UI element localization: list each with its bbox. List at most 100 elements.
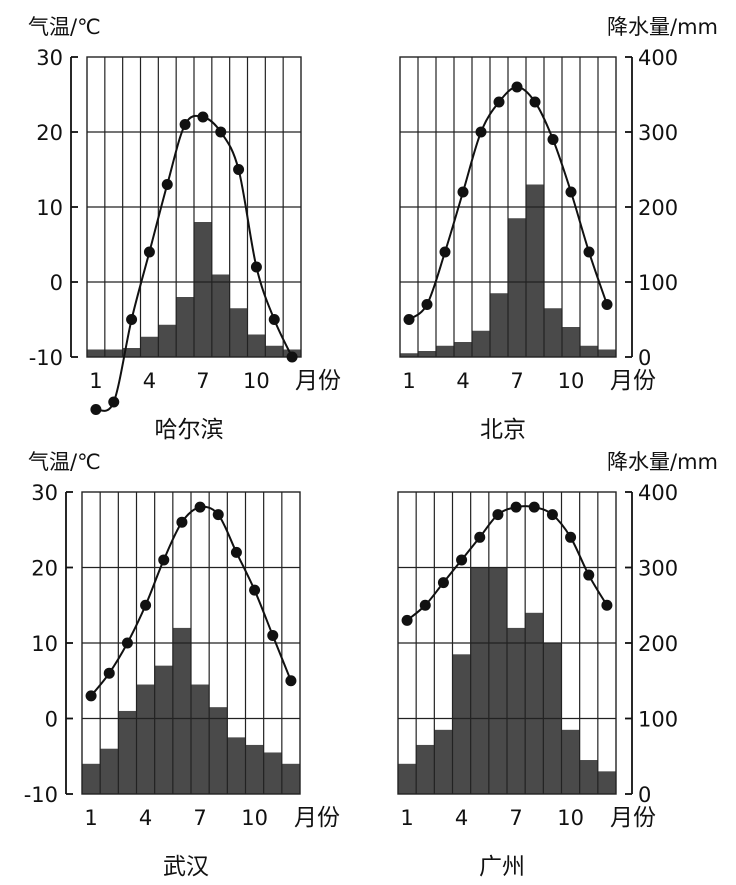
temperature-point-month-11 [583,569,595,581]
precip-bar-month-10 [561,729,580,794]
precip-bar-month-4 [454,342,472,357]
chart-title: 哈尔滨 [155,417,224,443]
temperature-series [401,501,613,626]
month-axis-label: 月份 [610,805,656,831]
grid [82,492,300,794]
month-tick-label: 10 [241,806,268,830]
temperature-point-month-10 [250,261,262,273]
temperature-point-month-7 [510,501,522,513]
month-tick-label: 7 [193,806,206,830]
precip-tick-label: 300 [638,121,678,145]
temperature-point-month-1 [85,690,97,702]
month-tick-label: 10 [558,369,585,393]
precip-tick-label: 400 [638,46,678,70]
temp-tick-label: 20 [31,557,58,581]
temp-tick-label: 10 [36,196,63,220]
precip-tick-label: 200 [638,196,678,220]
precip-bar-month-12 [281,763,300,794]
temperature-point-month-3 [439,246,451,258]
precip-bar-month-5 [470,567,489,794]
precip-bars [82,627,300,794]
precip-bar-month-10 [562,327,580,357]
month-axis: 1 4 7 10 月份 [89,368,341,394]
temperature-point-month-11 [267,629,279,641]
precip-bars [398,567,616,794]
chart-title: 北京 [480,417,526,443]
precip-tick-label: 0 [638,783,651,807]
temperature-point-month-8 [528,501,540,513]
temp-tick-label: 30 [36,46,63,70]
temperature-point-month-5 [158,554,170,566]
temp-tick-label: 0 [50,271,63,295]
precip-bar-month-10 [245,744,264,794]
precip-bar-month-3 [436,345,454,357]
precip-bar-month-7 [508,218,526,357]
precip-bar-month-2 [104,349,123,357]
precip-bar-month-5 [154,665,173,794]
temp-axis: 30 20 10 0 -10 气温/℃ [28,15,101,370]
precip-bar-month-4 [136,684,155,794]
month-tick-label: 4 [139,806,152,830]
precip-bar-month-6 [490,293,508,357]
plot-frame [81,491,301,795]
precip-bar-month-7 [194,222,212,357]
month-tick-label: 1 [402,369,415,393]
precip-bar-month-11 [580,345,598,357]
precip-bar-month-12 [597,771,616,794]
temp-tick-label: 10 [31,632,58,656]
temperature-point-month-8 [215,126,227,138]
temperature-point-month-4 [140,599,152,611]
precip-axis: 400 300 200 100 0 降水量/mm [607,450,718,807]
month-axis-label: 月份 [610,368,656,394]
precip-bar-month-11 [265,345,284,357]
precip-bar-month-8 [526,184,544,357]
precip-bar-month-2 [418,351,436,357]
temperature-series [403,81,613,325]
precip-bar-month-6 [172,627,191,794]
month-tick-label: 7 [510,369,523,393]
temperature-point-month-6 [492,509,504,521]
temperature-point-month-10 [565,186,577,198]
precip-tick-label: 200 [638,632,678,656]
temperature-point-month-10 [565,531,577,543]
precip-tick-label: 300 [638,557,678,581]
precip-bar-month-6 [176,297,194,357]
plot-frame [399,56,617,358]
month-tick-label: 1 [89,369,102,393]
temperature-point-month-8 [529,96,541,108]
temp-axis-label: 气温/℃ [28,15,101,39]
month-tick-label: 10 [243,369,270,393]
precip-bar-month-5 [158,324,177,357]
precip-bar-month-4 [452,654,471,794]
precip-bar-month-2 [100,748,119,794]
precip-bar-month-4 [140,336,159,357]
temperature-point-month-8 [212,509,224,521]
month-tick-label: 7 [196,369,209,393]
plot-frame [86,56,302,358]
precip-bars [87,222,301,357]
chart-title: 武汉 [163,854,209,880]
precip-bar-month-10 [247,334,266,357]
precip-bar-month-7 [191,684,210,794]
temperature-point-month-3 [126,314,138,325]
month-axis: 1 4 7 10 月份 [402,368,656,394]
grid [87,57,301,357]
temperature-point-month-4 [143,246,155,258]
precip-bar-month-1 [400,353,418,357]
month-axis: 1 4 7 10 月份 [400,805,656,831]
precip-bar-month-3 [122,348,141,357]
temperature-series [90,111,298,415]
temperature-point-month-5 [475,126,487,138]
temperature-point-month-1 [401,614,413,626]
temperature-point-month-4 [457,186,469,198]
precip-bars [400,184,616,357]
precip-bar-month-7 [507,627,526,794]
precip-tick-label: 100 [638,271,678,295]
temperature-point-month-12 [601,299,613,310]
temperature-point-month-11 [583,246,595,258]
precip-bar-month-3 [434,729,453,794]
month-axis-label: 月份 [295,368,341,394]
temperature-point-month-6 [179,119,191,130]
precip-bar-month-8 [211,274,230,357]
